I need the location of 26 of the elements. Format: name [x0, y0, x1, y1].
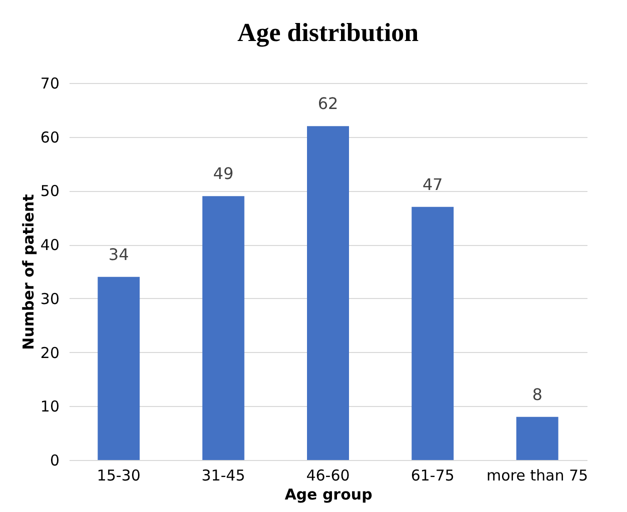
- y-tick-label: 30: [40, 290, 60, 308]
- data-label: 62: [318, 94, 338, 114]
- y-tick-label: 40: [40, 236, 60, 254]
- data-label: 49: [213, 164, 234, 184]
- y-tick-label: 60: [40, 128, 60, 146]
- bar: [307, 126, 349, 460]
- x-axis-title: Age group: [284, 486, 373, 504]
- data-label: 47: [422, 174, 443, 194]
- x-tick-label: 15-30: [96, 466, 141, 484]
- x-tick-label: 46-60: [306, 466, 350, 484]
- bar: [98, 276, 140, 460]
- data-label: 8: [532, 384, 542, 404]
- y-tick-label: 70: [40, 74, 60, 92]
- y-tick-label: 20: [40, 344, 60, 362]
- y-tick-label: 0: [50, 452, 60, 470]
- y-axis-title: Number of patient: [19, 194, 38, 350]
- bar: [516, 416, 558, 460]
- data-label: 34: [108, 244, 129, 264]
- y-tick-label: 10: [40, 398, 60, 416]
- chart-title: Age distribution: [237, 18, 420, 47]
- x-tick-label: 61-75: [410, 466, 454, 484]
- x-tick-label: more than 75: [486, 466, 588, 484]
- bar: [412, 206, 454, 460]
- x-tick-label: 31-45: [202, 466, 246, 484]
- y-tick-label: 50: [40, 182, 60, 200]
- bar: [202, 196, 244, 460]
